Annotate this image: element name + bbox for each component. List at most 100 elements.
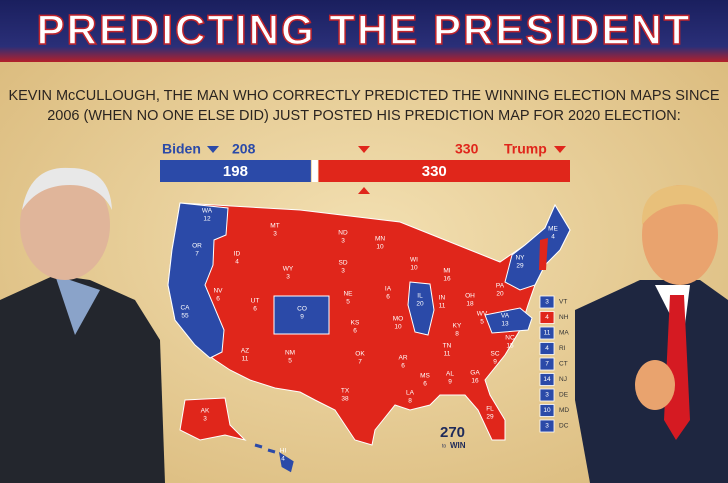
state-ev: 11 (439, 303, 446, 310)
state-abbr: IL (417, 293, 423, 300)
right-portrait (575, 185, 728, 483)
right-name: Trump (504, 141, 547, 157)
state-ev: 3 (341, 268, 345, 275)
state-ev: 29 (486, 414, 494, 421)
state-abbr: SC (490, 351, 499, 358)
legend-abbr: VT (559, 299, 567, 306)
state-ev: 11 (242, 356, 249, 363)
divider (311, 160, 318, 182)
state-ev: 16 (443, 276, 451, 283)
logo-number: 270 (440, 424, 465, 441)
legend-ev: 3 (545, 392, 549, 399)
state-abbr: IA (385, 286, 392, 293)
state-ev: 10 (394, 324, 402, 331)
state-ev: 4 (281, 456, 285, 463)
state-abbr: UT (251, 298, 260, 305)
legend-ev: 14 (543, 376, 551, 383)
state-ev: 3 (286, 274, 290, 281)
state-ev: 3 (273, 231, 277, 238)
legend-ev: 11 (544, 330, 551, 337)
legend-ev: 7 (545, 361, 549, 368)
state-ev: 11 (444, 351, 451, 358)
state-abbr: VA (501, 313, 510, 320)
state-abbr: MN (375, 236, 385, 243)
legend-abbr: RI (559, 345, 566, 352)
state-ev: 9 (448, 379, 452, 386)
state-ev: 13 (501, 321, 509, 328)
arrow (207, 146, 219, 153)
state-abbr: MS (420, 373, 430, 380)
state-ev: 10 (376, 244, 384, 251)
state-abbr: NC (505, 335, 515, 342)
state-ev: 8 (408, 398, 412, 405)
state-abbr: KS (351, 320, 360, 327)
colorado (273, 295, 330, 335)
arrow (358, 146, 370, 153)
state-ev: 16 (471, 378, 479, 385)
left-total: 208 (232, 141, 256, 157)
legend-abbr: MA (559, 330, 569, 337)
left-bar (160, 160, 311, 182)
right-total: 330 (455, 141, 479, 157)
state-abbr: ID (234, 251, 241, 258)
new-hampshire (539, 238, 548, 270)
state-abbr: OK (355, 351, 365, 358)
state-abbr: NE (343, 291, 353, 298)
state-ev: 6 (386, 294, 390, 301)
state-ev: 9 (493, 359, 497, 366)
state-ev: 6 (216, 296, 220, 303)
legend-ev: 4 (545, 345, 549, 352)
state-abbr: OH (465, 293, 475, 300)
legend-ev: 4 (545, 314, 549, 321)
legend-abbr: NH (559, 314, 569, 321)
legend-abbr: CT (559, 361, 568, 368)
state-abbr: GA (470, 370, 480, 377)
left-name: Biden (162, 141, 201, 157)
state-abbr: MO (393, 316, 403, 323)
state-abbr: AK (201, 408, 210, 415)
state-abbr: CO (297, 306, 307, 313)
state-ev: 10 (410, 265, 418, 272)
map (167, 202, 571, 473)
state-abbr: AZ (241, 348, 249, 355)
state-abbr: WA (202, 208, 213, 215)
left-portrait (0, 167, 165, 483)
state-ev: 15 (506, 343, 514, 350)
legend-abbr: DE (559, 392, 569, 399)
state-abbr: NM (285, 350, 295, 357)
arrow (554, 146, 566, 153)
state-ev: 12 (203, 216, 211, 223)
state-ev: 6 (353, 328, 357, 335)
state-ev: 7 (358, 359, 362, 366)
right-bar-label: 330 (422, 163, 447, 180)
state-abbr: WV (477, 311, 488, 318)
state-ev: 20 (416, 301, 424, 308)
legend-abbr: NJ (559, 376, 567, 383)
state-abbr: TN (443, 343, 452, 350)
state-abbr: MI (443, 268, 450, 275)
state-abbr: SD (338, 260, 347, 267)
illinois (407, 281, 435, 336)
state-ev: 18 (466, 301, 474, 308)
logo-text: WIN (450, 441, 466, 450)
legend-abbr: DC (559, 423, 569, 430)
legend-box (539, 342, 555, 355)
right-bar (318, 160, 570, 182)
state-abbr: WI (410, 257, 418, 264)
state-ev: 5 (346, 299, 350, 306)
state-ev: 9 (300, 314, 304, 321)
legend-ev: 3 (545, 299, 549, 306)
state-ev: 6 (401, 363, 405, 370)
legend-ev: 10 (543, 407, 551, 414)
state-ev: 55 (181, 313, 189, 320)
state-abbr: OR (192, 243, 202, 250)
state-ev: 8 (455, 331, 459, 338)
state-ev: 20 (496, 291, 504, 298)
legend-box (539, 311, 555, 324)
legend-box (539, 373, 555, 386)
virginia (484, 307, 533, 334)
state-abbr: WY (283, 266, 294, 273)
state-abbr: NY (515, 255, 525, 262)
state-ev: 3 (341, 238, 345, 245)
